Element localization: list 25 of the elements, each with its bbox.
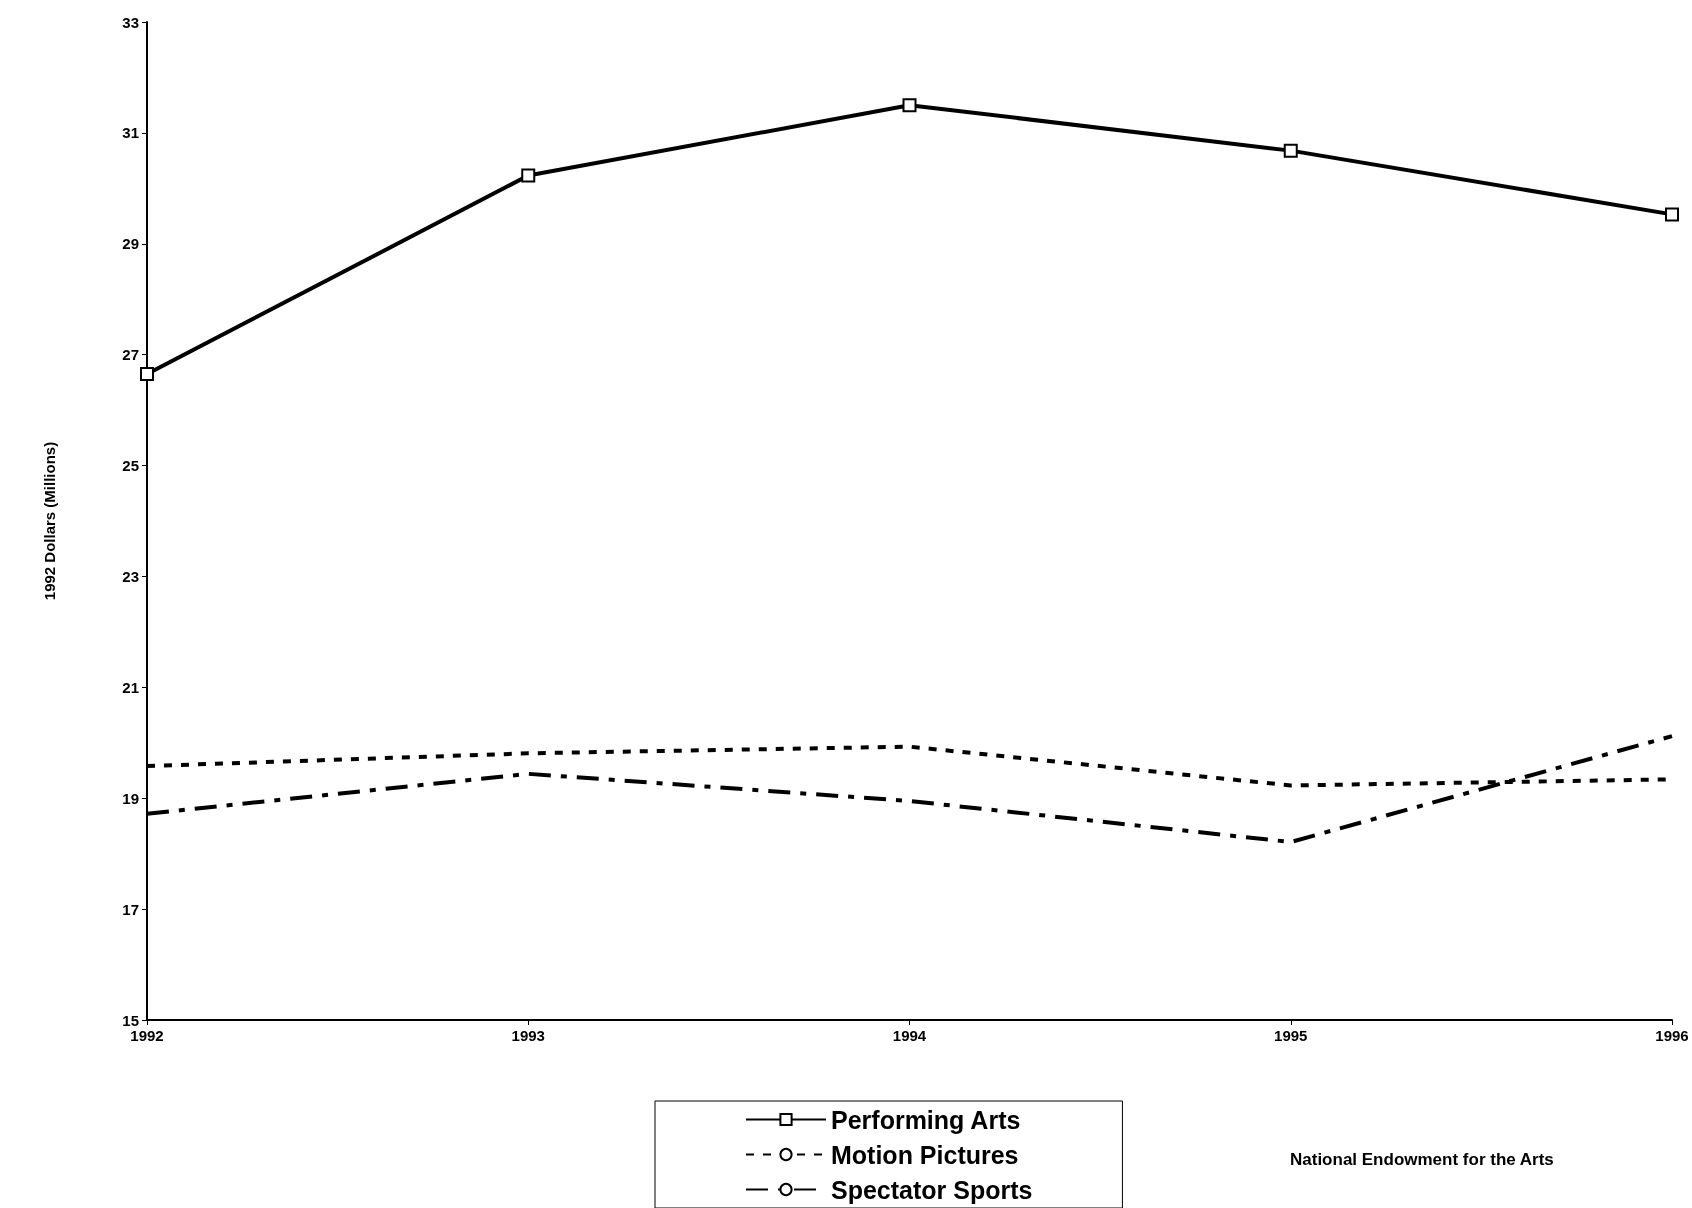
y-tick-label: 21 [122,678,139,696]
y-tick-label: 19 [122,789,139,807]
y-tick-label: 25 [122,457,139,475]
legend-label: Performing Arts [831,1105,1021,1134]
legend-label: Spectator Sports [831,1175,1033,1204]
y-tick-label: 31 [122,124,139,142]
x-tick-label: 1992 [130,1027,164,1044]
point [1665,207,1679,222]
y-axis-title: 1992 Dollars (Millions) [41,441,58,601]
point [521,168,536,183]
y-tick-label: 27 [122,346,139,364]
x-tick-label: 1995 [1274,1027,1308,1044]
x-tick-label: 1993 [511,1027,545,1044]
x-tick-label: 1994 [892,1027,927,1044]
y-tick-label: 15 [122,1011,139,1029]
x-tick-label: 1996 [1655,1027,1689,1044]
legend-label: Motion Pictures [831,1140,1019,1169]
point [1283,143,1298,158]
point [140,367,154,382]
point [902,98,917,113]
y-tick-label: 23 [122,567,139,585]
y-tick-label: 29 [122,235,139,253]
y-tick-label: 17 [122,900,139,918]
y-tick-label: 33 [122,13,139,31]
text: National Endowment for the Arts [1290,1150,1554,1170]
